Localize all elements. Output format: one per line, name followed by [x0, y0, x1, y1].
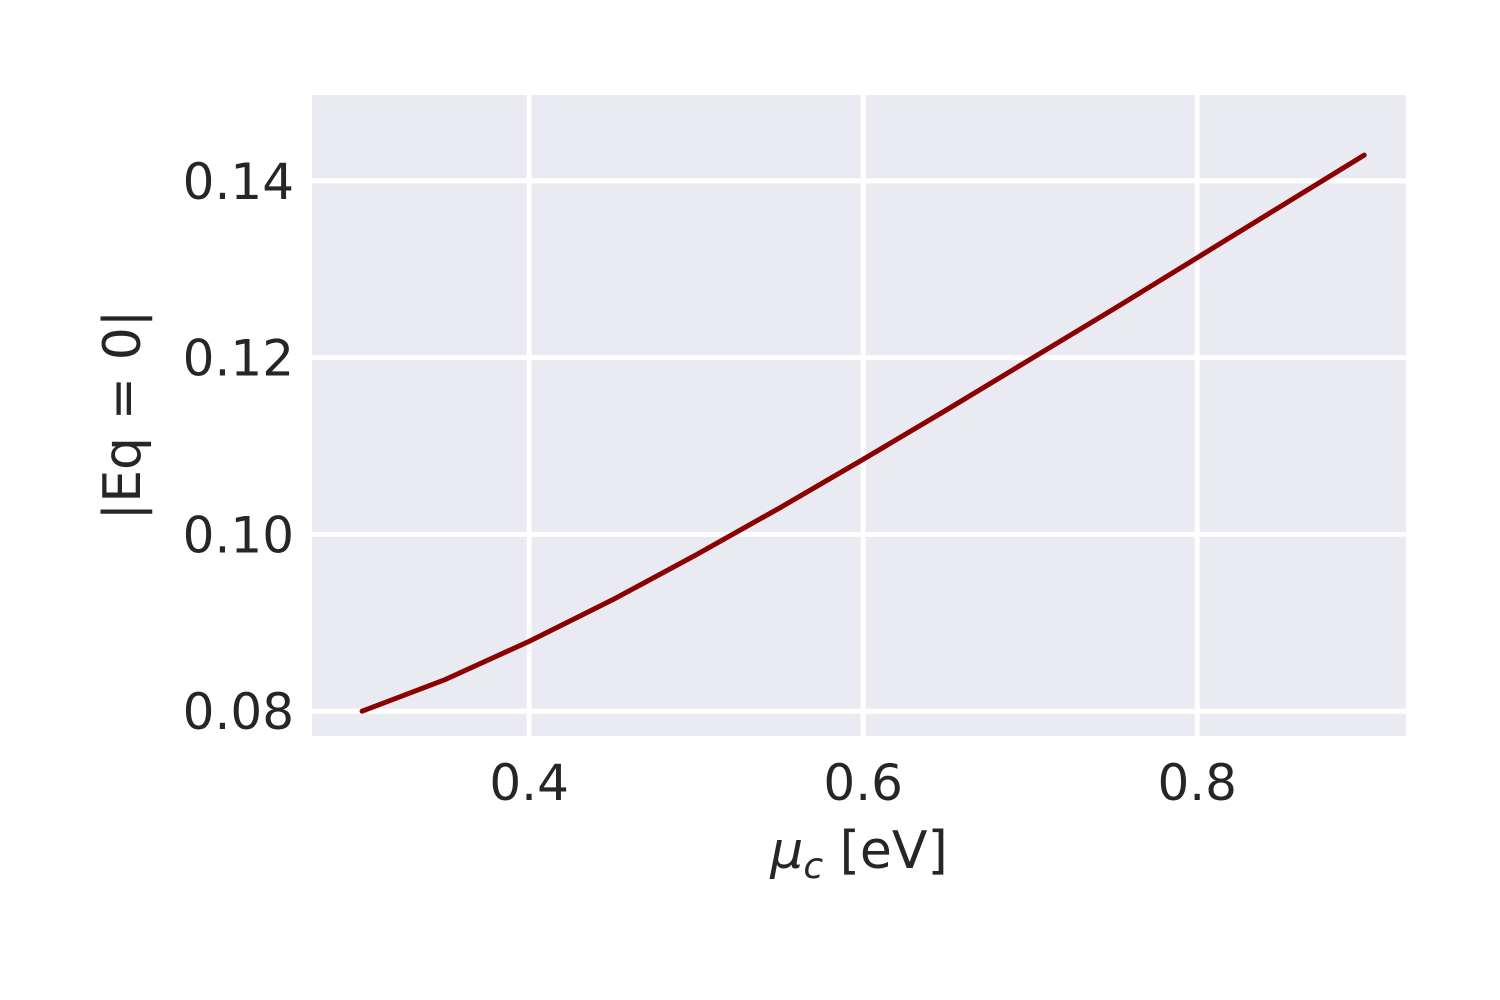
y-tick-label: 0.12 [183, 330, 294, 388]
x-tick-label: 0.8 [1157, 754, 1237, 812]
plot-background [312, 95, 1406, 736]
x-axis-label: μc [eV] [769, 821, 948, 887]
x-tick-labels: 0.4 0.6 0.8 [489, 754, 1237, 812]
x-axis-label-main: μ [769, 821, 803, 881]
y-tick-label: 0.08 [183, 683, 294, 741]
x-axis-label-unit: [eV] [823, 821, 948, 881]
y-tick-labels: 0.08 0.10 0.12 0.14 [183, 153, 294, 741]
x-tick-label: 0.6 [823, 754, 903, 812]
x-tick-label: 0.4 [489, 754, 569, 812]
x-axis-label-sub: c [803, 846, 823, 887]
series-line [359, 152, 1367, 714]
series-layer [359, 152, 1367, 714]
y-axis-label: |Eq = 0| [93, 310, 153, 521]
grid-lines [312, 95, 1406, 736]
y-tick-label: 0.14 [183, 153, 294, 211]
y-tick-label: 0.10 [183, 506, 294, 564]
